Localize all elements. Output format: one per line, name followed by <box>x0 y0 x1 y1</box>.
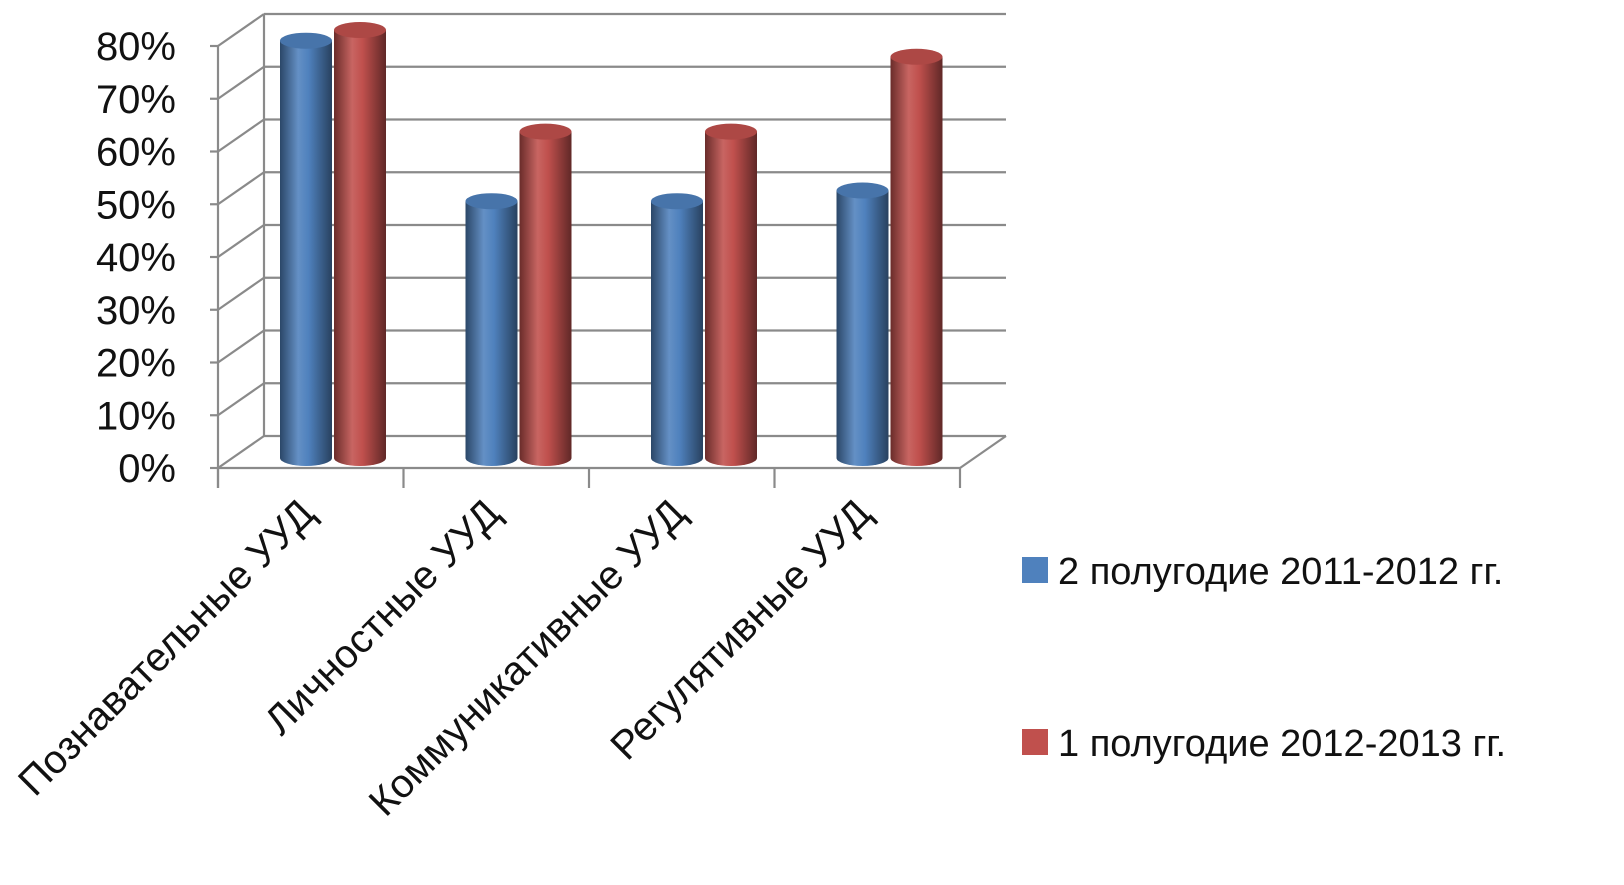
bars <box>280 22 943 466</box>
y-tick-label: 10% <box>96 394 176 438</box>
y-tick-label: 40% <box>96 236 176 280</box>
y-tick-label: 60% <box>96 131 176 175</box>
gridline-depth <box>217 329 265 364</box>
y-tick-label: 50% <box>96 183 176 227</box>
y-tick-label: 0% <box>118 447 176 491</box>
y-tick-labels: 0% 10% 20% 30% 40% 50% 60% 70% 80% <box>96 25 176 491</box>
legend-label: 1 полугодие 2012-2013 гг. <box>1058 723 1506 765</box>
legend-swatch <box>1022 729 1048 755</box>
gridline-depth <box>217 65 265 100</box>
bar-cap <box>280 32 332 49</box>
bar-body <box>651 201 703 466</box>
gridline-depth <box>217 171 265 206</box>
bar <box>334 22 386 466</box>
bar <box>519 123 572 466</box>
bar <box>705 123 757 466</box>
gridline-depth <box>217 224 265 258</box>
bar-cap <box>836 182 889 199</box>
bar <box>836 182 889 466</box>
bar-body <box>334 30 386 466</box>
bar-body <box>280 40 332 466</box>
bar-body <box>465 201 518 466</box>
gridline-depth <box>217 435 265 469</box>
bar-cap <box>465 193 518 210</box>
y-tick-label: 80% <box>96 25 176 69</box>
bar <box>890 48 943 466</box>
bar-cap <box>651 193 703 210</box>
gridline-depth <box>217 276 265 311</box>
gridline-depth <box>217 382 265 417</box>
gridline-depth <box>217 13 265 47</box>
y-tick-label: 30% <box>96 289 176 333</box>
bar <box>280 32 332 466</box>
bar-body <box>890 56 943 466</box>
category-label: Познавательные УУД <box>10 491 323 804</box>
y-tick-label: 20% <box>96 342 176 386</box>
bar <box>651 193 703 466</box>
bar <box>465 193 518 466</box>
category-label: Коммуникативные УУД <box>361 491 694 824</box>
bar-cap <box>334 22 386 38</box>
bar-body <box>836 190 889 466</box>
y-tick-label: 70% <box>96 78 176 122</box>
bar-body <box>519 131 572 466</box>
bar-cap <box>705 123 757 140</box>
floor-edge-right <box>959 435 1007 469</box>
gridline-depth <box>217 118 265 153</box>
axes <box>210 44 962 488</box>
legend-swatch <box>1022 557 1048 583</box>
bar-cap <box>519 123 572 140</box>
bar-cap <box>890 48 943 65</box>
legend-label: 2 полугодие 2011-2012 гг. <box>1058 551 1503 593</box>
legend: 2 полугодие 2011-2012 гг. 1 полугодие 201… <box>1022 551 1506 765</box>
bar-body <box>705 131 757 466</box>
